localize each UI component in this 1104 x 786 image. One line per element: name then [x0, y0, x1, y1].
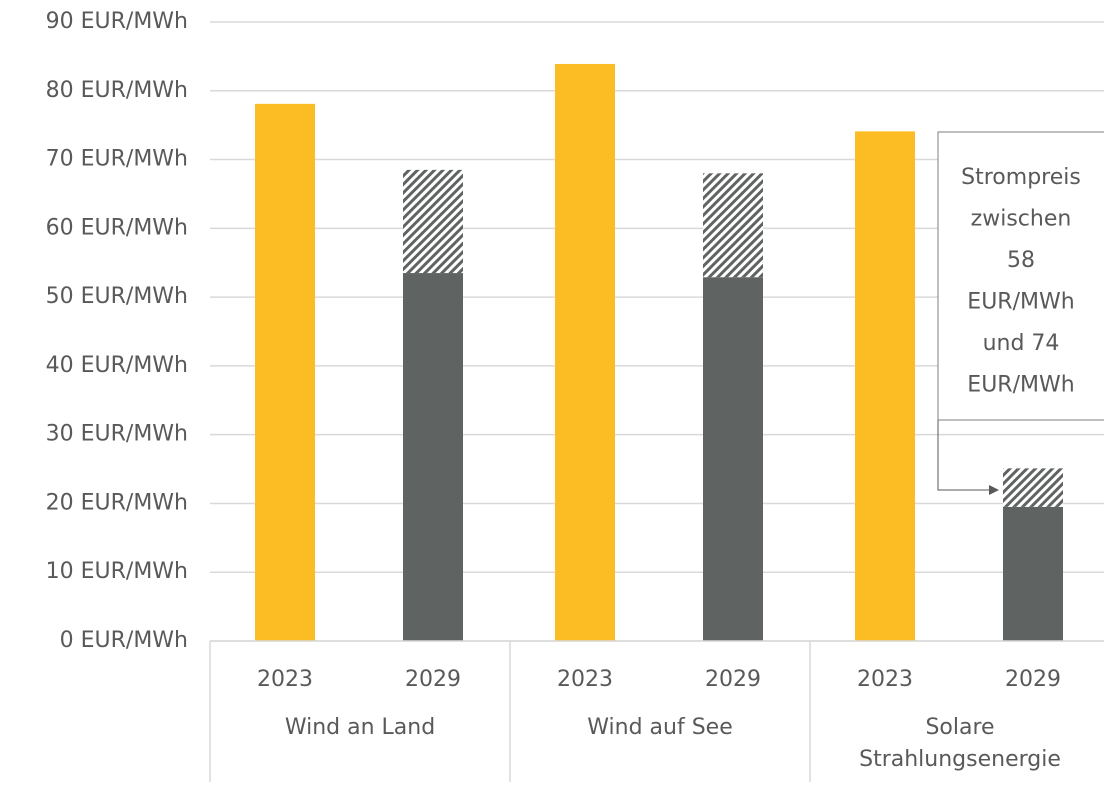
annotation-text: 58	[1007, 248, 1035, 273]
y-tick-label: 30 EUR/MWh	[46, 422, 188, 447]
y-tick-label: 20 EUR/MWh	[46, 490, 188, 515]
bar	[255, 103, 315, 641]
x-tick-label: 2029	[1005, 667, 1061, 692]
annotation-text: zwischen	[971, 207, 1072, 232]
y-tick-label: 90 EUR/MWh	[46, 9, 188, 34]
y-tick-label: 60 EUR/MWh	[46, 215, 188, 240]
bar	[1003, 506, 1063, 641]
x-tick-label: 2023	[557, 667, 613, 692]
bar	[555, 63, 615, 641]
group-label: Wind an Land	[285, 715, 435, 740]
x-tick-label: 2029	[405, 667, 461, 692]
y-tick-label: 10 EUR/MWh	[46, 559, 188, 584]
annotation-box	[937, 131, 1104, 421]
annotation-text: und 74	[983, 331, 1060, 356]
bar	[855, 131, 915, 641]
bar	[703, 173, 763, 278]
bar	[1003, 468, 1063, 507]
group-label: Wind auf See	[587, 715, 732, 740]
annotation-text: EUR/MWh	[967, 290, 1074, 315]
x-tick-label: 2023	[857, 667, 913, 692]
group-label: Strahlungsenergie	[859, 747, 1061, 772]
bar	[403, 169, 463, 274]
bar	[403, 273, 463, 641]
annotation-text: Strompreis	[961, 165, 1081, 190]
x-tick-label: 2029	[705, 667, 761, 692]
annotation-arrow	[937, 420, 999, 495]
x-tick-label: 2023	[257, 667, 313, 692]
y-tick-label: 40 EUR/MWh	[46, 353, 188, 378]
y-tick-label: 80 EUR/MWh	[46, 78, 188, 103]
y-tick-label: 70 EUR/MWh	[46, 147, 188, 172]
y-tick-label: 50 EUR/MWh	[46, 284, 188, 309]
group-label: Solare	[925, 715, 994, 740]
bar	[703, 277, 763, 641]
annotation-text: EUR/MWh	[967, 373, 1074, 398]
y-tick-label: 0 EUR/MWh	[60, 628, 188, 653]
